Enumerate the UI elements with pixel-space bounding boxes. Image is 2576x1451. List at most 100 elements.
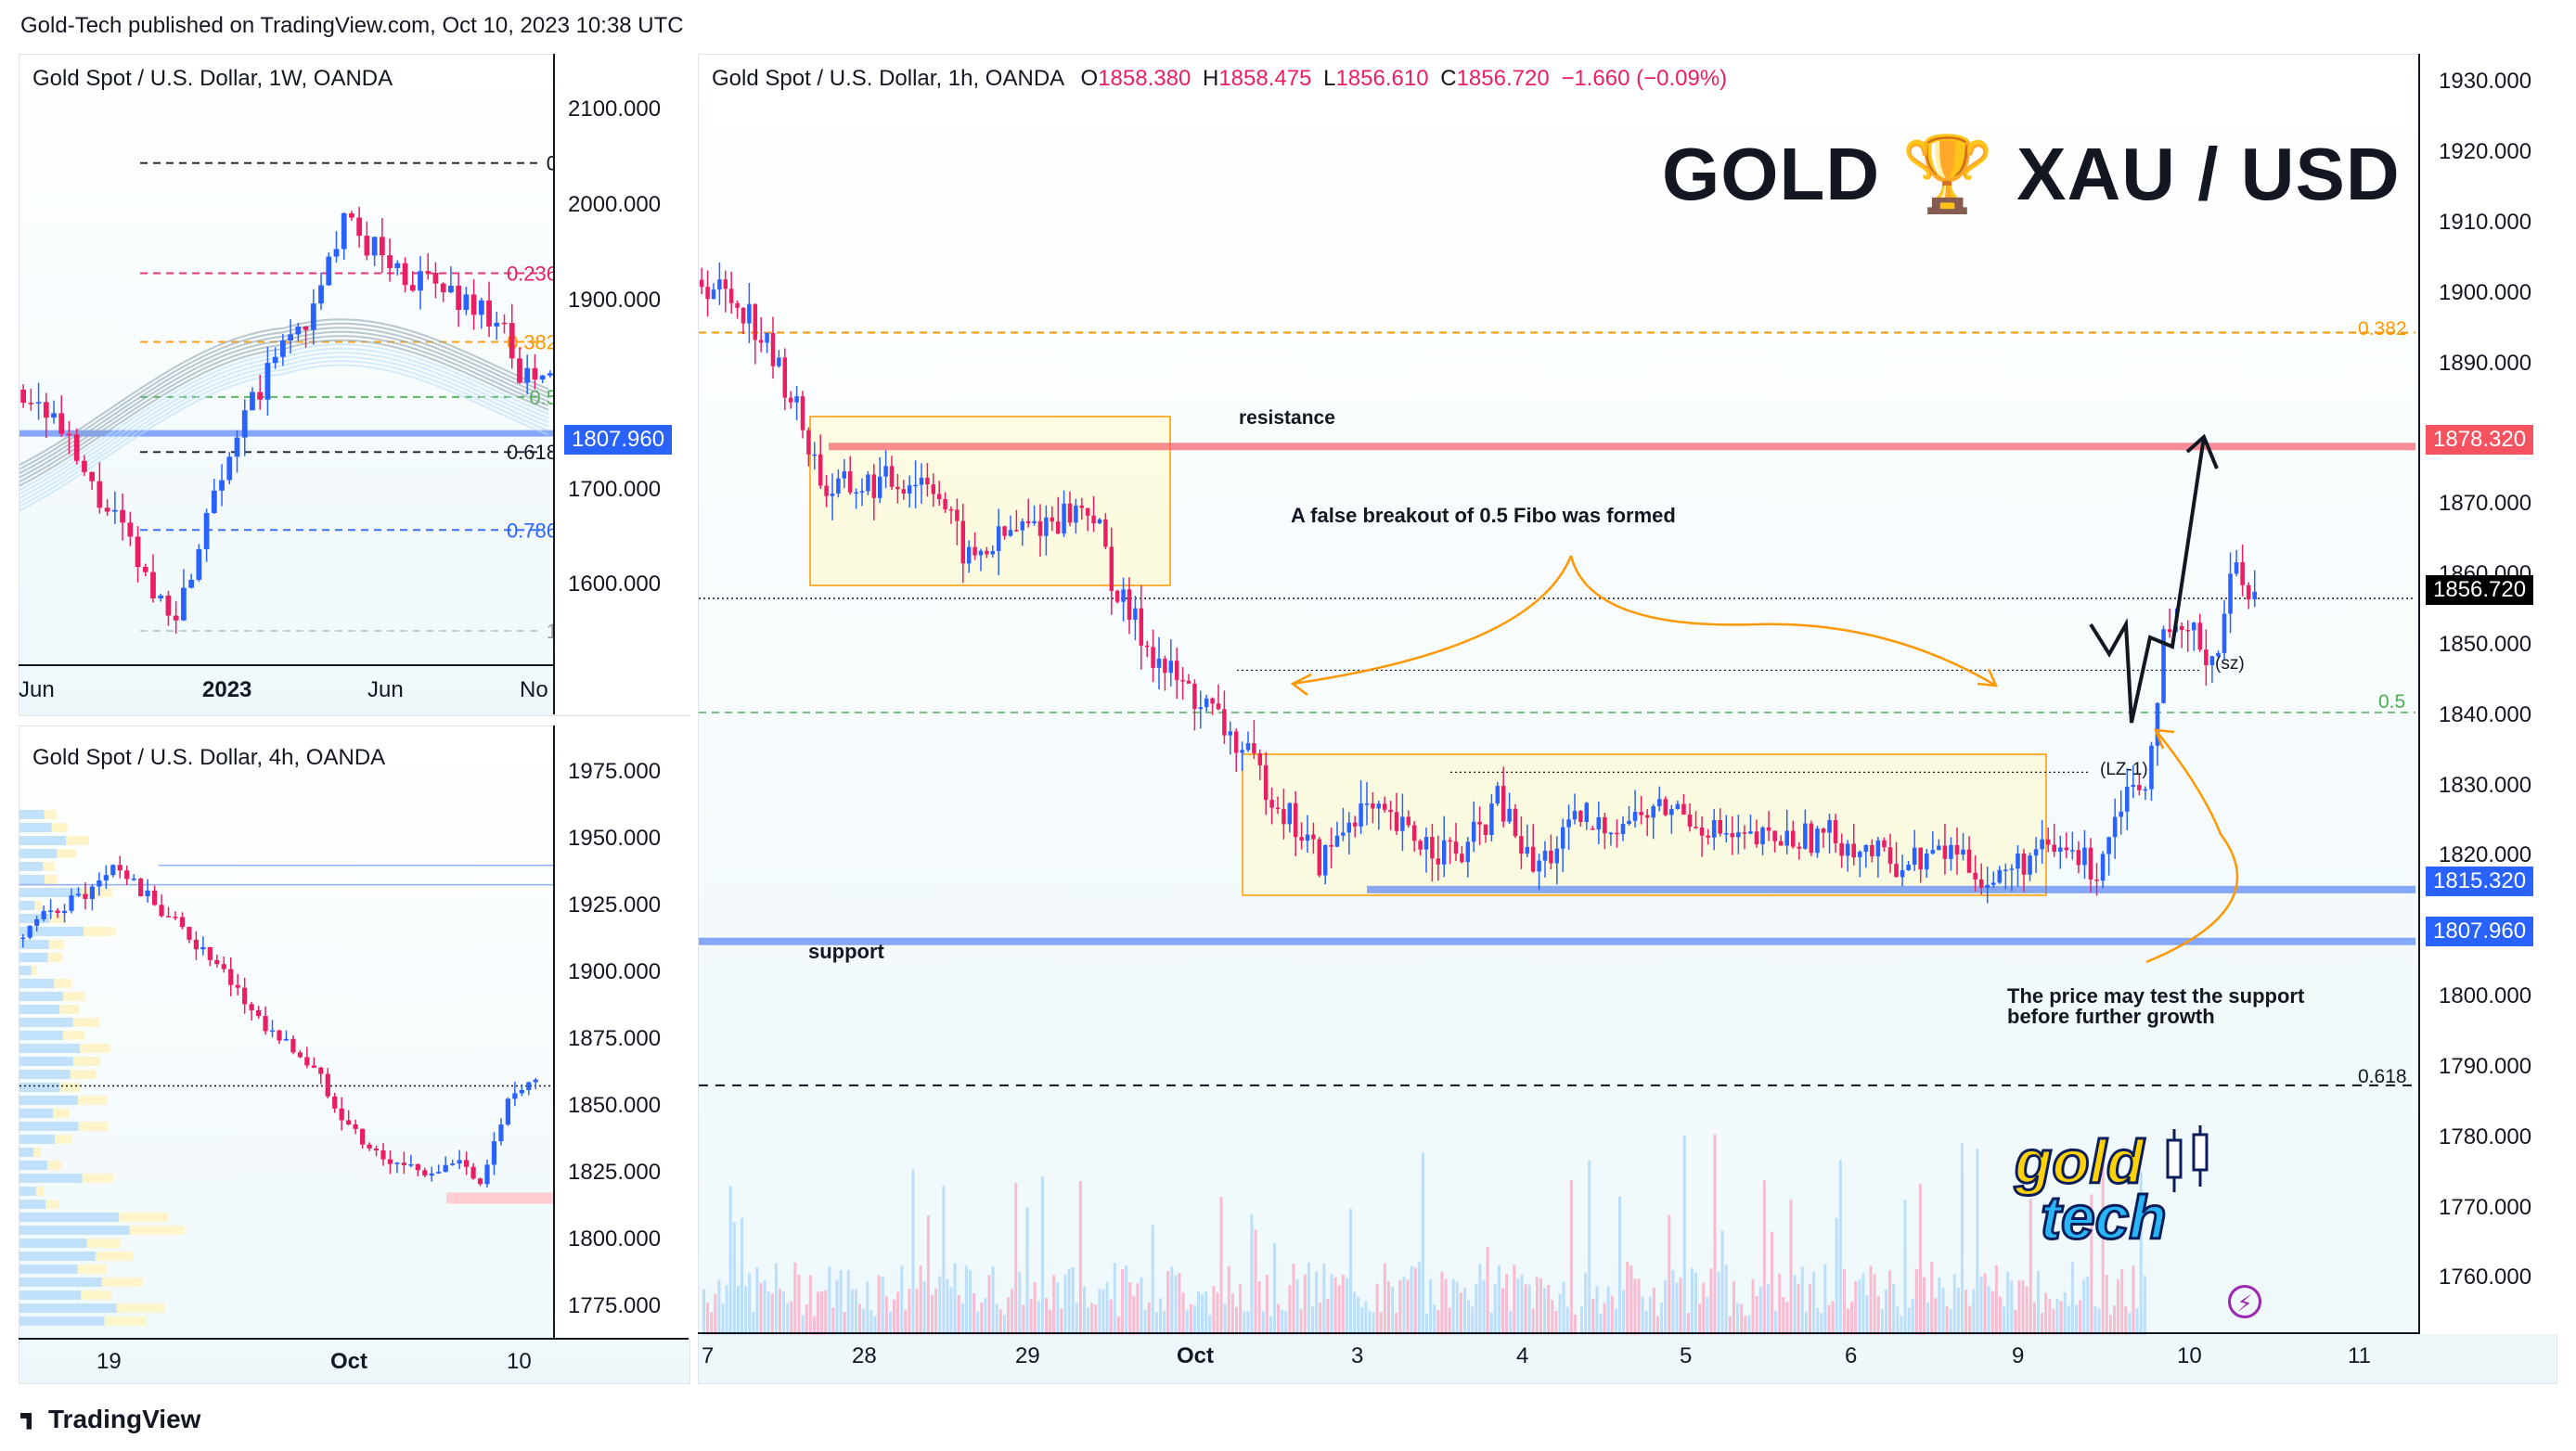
volume-bar [1227,1265,1230,1335]
h4-price-tick: 1775.000 [568,1293,662,1318]
volume-bar [1629,1265,1633,1335]
h4-volume-profile-up [19,1135,55,1144]
volume-bar [1178,1273,1181,1335]
volume-bar [2128,1313,2132,1335]
volume-bar [1033,1281,1037,1335]
main-candle-a-candle [1139,608,1144,646]
main-candle-a-candle [1578,811,1583,823]
main-candle-b-candle [1827,819,1832,833]
weekly-candle-candle [73,434,80,461]
main-candle-a-candle [1044,517,1049,536]
range-box-upper [809,416,1171,586]
volume-bar [1478,1264,1482,1335]
main-candle-a-candle [1269,800,1274,808]
volume-bar [1923,1277,1926,1335]
weekly-candle-candle [326,256,332,286]
h4-candle-candle [187,927,192,940]
main-price-tick: 1920.000 [2439,139,2532,165]
h4-candle-candle [159,905,164,917]
volume-bar [922,1280,926,1335]
main-candle-a-candle [1519,836,1524,854]
volume-bar [2021,1279,2025,1335]
volume-bar [980,1302,984,1335]
h4-time-tick: 19 [97,1349,122,1374]
fib-0618-label: 0.618 [2358,1066,2407,1087]
ohlc-o-label: O [1080,66,1099,91]
volume-bar [2055,1298,2059,1335]
main-chart[interactable] [699,55,2415,1335]
h4-volume-profile-up [19,1161,48,1170]
volume-bar [976,1311,980,1335]
main-candle-a-candle [1263,764,1269,801]
main-candle-a-candle [1091,515,1096,524]
weekly-ma-ribbon [19,327,549,474]
h4-candle-candle [394,1162,400,1164]
main-candle-a-candle [1477,821,1482,825]
h4-volume-profile-up [19,810,45,819]
h4-volume-profile-up [19,1122,79,1131]
publish-header: Gold-Tech published on TradingView.com, … [20,13,684,38]
weekly-candle-candle [432,273,439,284]
main-candle-a-candle [1282,809,1286,825]
volume-bar [1170,1266,1174,1335]
volume-bar [1599,1314,1603,1335]
main-candle-a-candle [1371,803,1375,809]
tradingview-logo[interactable]: TradingView [20,1405,200,1434]
h4-chart[interactable] [19,726,689,1383]
h4-price-axis[interactable]: 1975.000 1950.000 1925.000 1900.000 1875… [553,726,690,1338]
main-candle-b-candle [2040,839,2044,850]
weekly-price-axis[interactable]: 2100.000 2000.000 1900.000 1700.000 1600… [553,54,690,714]
main-symbol-title: Gold Spot / U.S. Dollar, 1h, OANDA O1858… [712,66,1727,92]
h4-candle-candle [526,1082,532,1090]
h4-volume-profile-up [19,966,32,975]
main-candle-a-candle [1163,658,1167,674]
h4-volume-profile-down [119,1213,170,1222]
h4-candle-candle [533,1079,538,1083]
weekly-candle-candle [470,294,477,315]
volume-bar [2037,1271,2040,1335]
h4-volume-profile-down [95,1252,134,1261]
volume-bar [1451,1278,1455,1335]
volume-bar [1994,1265,1998,1335]
main-candle-b-candle [2070,850,2075,852]
volume-bar [1375,1283,1379,1335]
h4-candle-candle [110,865,116,876]
ohlc-l-label: L [1323,66,1336,91]
main-candle-a-candle [1037,520,1043,536]
main-candle-b-candle [1694,827,1698,828]
main-candle-a-candle [1127,589,1132,621]
main-price-axis[interactable]: 1930.000 1920.000 1910.000 1900.000 1890.000… [2418,54,2559,1334]
volume-bar [1018,1271,1022,1335]
main-candle-a-candle [800,396,805,430]
volume-bar [991,1265,995,1335]
h4-candle-candle [415,1164,420,1171]
main-candle-a-candle [1352,822,1358,827]
main-candle-a-candle [753,303,758,340]
volume-bar [2014,1309,2017,1335]
volume-bar [1873,1274,1876,1335]
main-chart-panel[interactable]: Gold Spot / U.S. Dollar, 1h, OANDA O1858… [698,54,2557,1384]
h4-volume-profile-down [83,927,116,936]
volume-bar [1166,1270,1170,1335]
h4-volume-profile-down [47,1161,62,1170]
h4-volume-profile-up [19,823,52,832]
main-candle-a-candle [1334,835,1340,847]
h4-candle-candle [463,1160,470,1167]
lightning-icon[interactable]: ⚡ [2228,1285,2261,1318]
h4-volume-profile-down [63,992,85,1001]
main-candle-b-candle [1949,844,1953,859]
main-candle-a-candle [1418,841,1423,850]
main-candle-b-candle [2204,649,2209,665]
volume-bar [998,1309,1002,1335]
volume-bar [1223,1303,1227,1335]
h4-volume-profile-down [78,1122,109,1131]
volume-bar [1706,1297,1709,1335]
volume-bar [1671,1270,1675,1335]
main-candle-a-candle [1103,519,1108,547]
h4-candle-candle [436,1172,442,1174]
main-candle-a-candle [777,357,781,366]
volume-bar [995,1303,998,1335]
main-candle-a-candle [955,509,960,521]
volume-bar [1999,1296,2002,1335]
